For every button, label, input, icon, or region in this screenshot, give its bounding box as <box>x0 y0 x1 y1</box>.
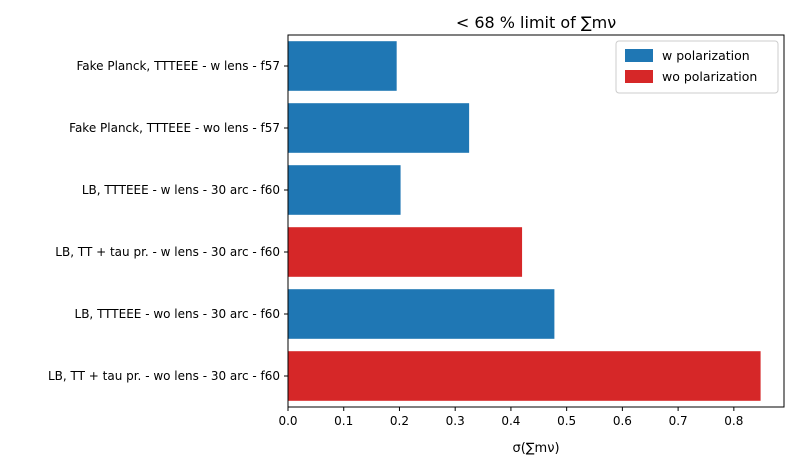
bar <box>288 103 469 153</box>
legend: w polarization wo polarization <box>616 41 778 93</box>
legend-swatch <box>625 49 653 62</box>
x-tick-label: 0.8 <box>724 414 743 428</box>
x-tick-label: 0.1 <box>334 414 353 428</box>
bar <box>288 41 397 91</box>
x-tick-label: 0.6 <box>613 414 632 428</box>
x-tick-label: 0.0 <box>278 414 297 428</box>
y-tick-label: LB, TTTEEE - w lens - 30 arc - f60 <box>82 183 280 197</box>
y-axis-ticks: Fake Planck, TTTEEE - w lens - f57 Fake P… <box>48 59 288 383</box>
y-tick-label: LB, TT + tau pr. - w lens - 30 arc - f60 <box>55 245 280 259</box>
legend-label: wo polarization <box>662 69 757 84</box>
y-tick-label: LB, TT + tau pr. - wo lens - 30 arc - f6… <box>48 369 280 383</box>
x-axis-label: σ(∑mν) <box>512 441 559 456</box>
x-tick-label: 0.2 <box>390 414 409 428</box>
bar <box>288 227 522 277</box>
x-tick-label: 0.3 <box>446 414 465 428</box>
y-tick-label: Fake Planck, TTTEEE - wo lens - f57 <box>69 121 280 135</box>
legend-label: w polarization <box>662 48 750 63</box>
bar <box>288 289 554 339</box>
x-tick-label: 0.5 <box>557 414 576 428</box>
bar <box>288 351 761 401</box>
x-axis-ticks: 0.0 0.1 0.2 0.3 0.4 0.5 0.6 0.7 0.8 <box>278 407 743 428</box>
x-tick-label: 0.7 <box>669 414 688 428</box>
bars-group <box>288 41 761 401</box>
y-tick-label: Fake Planck, TTTEEE - w lens - f57 <box>76 59 280 73</box>
y-tick-label: LB, TTTEEE - wo lens - 30 arc - f60 <box>75 307 280 321</box>
bar <box>288 165 401 215</box>
chart-title: < 68 % limit of ∑mν <box>456 13 616 32</box>
legend-swatch <box>625 70 653 83</box>
x-tick-label: 0.4 <box>501 414 520 428</box>
